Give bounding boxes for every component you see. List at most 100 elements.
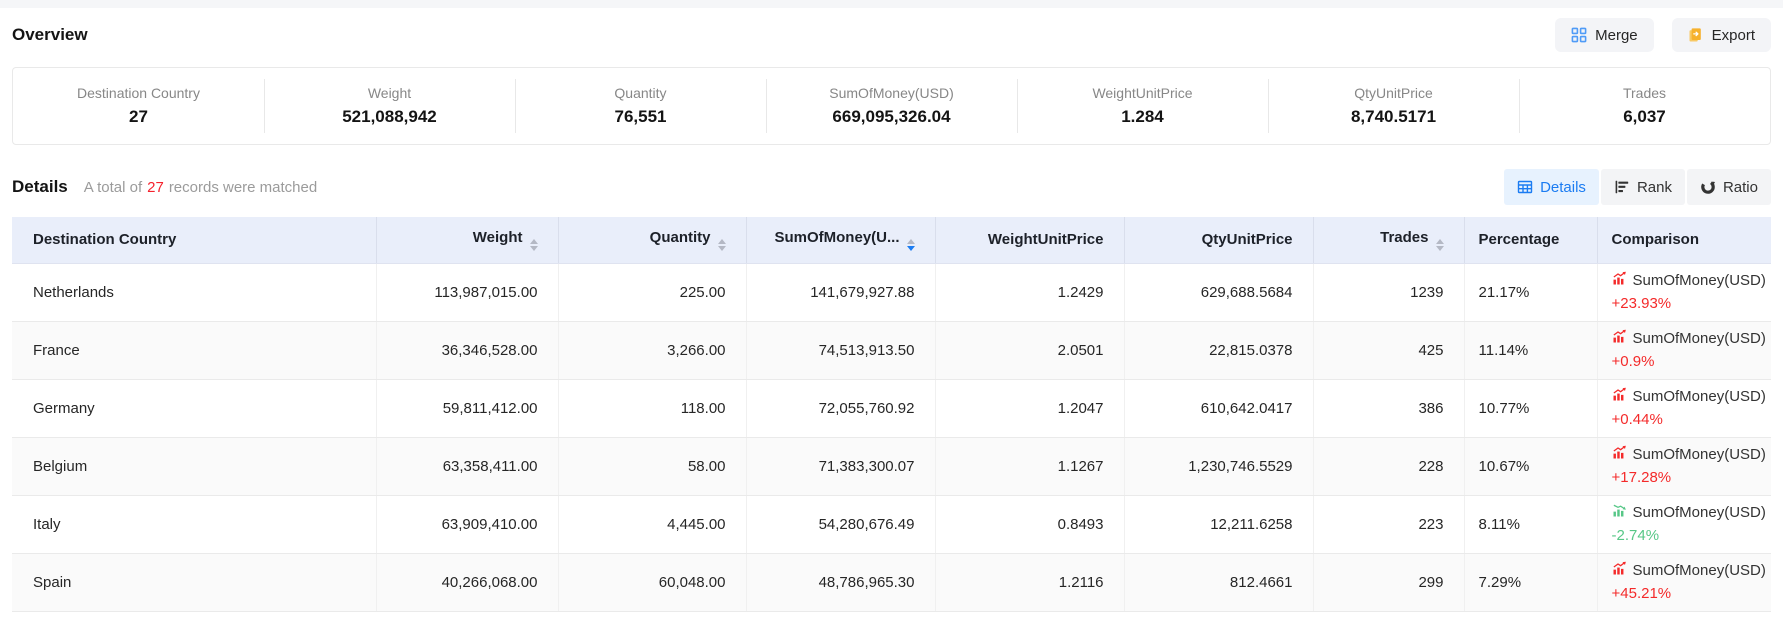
stat-sum-of-money: SumOfMoney(USD) 669,095,326.04 xyxy=(766,68,1017,144)
stat-value: 27 xyxy=(129,107,148,126)
cell-trades: 1239 xyxy=(1313,263,1465,322)
tab-label: Details xyxy=(1540,178,1586,196)
export-icon xyxy=(1688,27,1704,43)
cell-weight-unit-price: 2.0501 xyxy=(935,321,1125,380)
cell-quantity: 60,048.00 xyxy=(558,553,747,612)
table-row: France 36,346,528.00 3,266.00 74,513,913… xyxy=(12,321,1771,380)
cell-sum-of-money: 74,513,913.50 xyxy=(746,321,936,380)
trend-up-icon xyxy=(1612,329,1627,349)
stat-weight-unit-price: WeightUnitPrice 1.284 xyxy=(1017,68,1268,144)
comparison-trend[interactable]: SumOfMoney(USD) +45.21% xyxy=(1611,561,1766,603)
cell-comparison: SumOfMoney(USD) +0.44% xyxy=(1597,379,1771,438)
cell-trades: 223 xyxy=(1313,495,1465,554)
table-row: Netherlands 113,987,015.00 225.00 141,67… xyxy=(12,263,1771,322)
col-weight[interactable]: Weight xyxy=(376,217,559,264)
stat-label: Destination Country xyxy=(77,85,200,101)
cell-qty-unit-price: 610,642.0417 xyxy=(1124,379,1314,438)
cell-weight: 40,266,068.00 xyxy=(376,553,559,612)
merge-button[interactable]: Merge xyxy=(1555,18,1654,52)
page-header: Overview Merge Export xyxy=(0,8,1783,52)
tab-ratio[interactable]: Ratio xyxy=(1686,169,1771,205)
cell-percentage: 7.29% xyxy=(1464,553,1598,612)
col-sum-of-money[interactable]: SumOfMoney(U... xyxy=(746,217,936,264)
trend-down-icon xyxy=(1612,503,1627,523)
merge-icon xyxy=(1571,27,1587,43)
merge-button-label: Merge xyxy=(1595,26,1638,44)
cell-weight-unit-price: 1.2429 xyxy=(935,263,1125,322)
tab-label: Ratio xyxy=(1722,178,1758,196)
table-row: Italy 63,909,410.00 4,445.00 54,280,676.… xyxy=(12,495,1771,554)
table-row: Belgium 63,358,411.00 58.00 71,383,300.0… xyxy=(12,437,1771,496)
export-button-label: Export xyxy=(1711,26,1755,44)
cell-percentage: 21.17% xyxy=(1464,263,1598,322)
stat-value: 8,740.5171 xyxy=(1350,107,1437,126)
cell-weight-unit-price: 1.2047 xyxy=(935,379,1125,438)
export-button[interactable]: Export xyxy=(1671,18,1771,52)
sort-caret-icon xyxy=(717,238,726,251)
cell-qty-unit-price: 22,815.0378 xyxy=(1124,321,1314,380)
comparison-trend[interactable]: SumOfMoney(USD) +0.9% xyxy=(1611,329,1766,371)
tab-details[interactable]: Details xyxy=(1504,169,1599,205)
cell-quantity: 4,445.00 xyxy=(558,495,747,554)
view-tabs: Details Rank Ratio xyxy=(1504,169,1771,205)
comparison-metric-label: SumOfMoney(USD) xyxy=(1632,504,1766,521)
cell-country: Spain xyxy=(12,553,377,612)
details-table: Destination Country Weight Quantity SumO… xyxy=(12,217,1771,612)
cell-qty-unit-price: 1,230,746.5529 xyxy=(1124,437,1314,496)
comparison-trend[interactable]: SumOfMoney(USD) +23.93% xyxy=(1612,271,1766,313)
cell-weight-unit-price: 1.2116 xyxy=(935,553,1125,612)
comparison-trend[interactable]: SumOfMoney(USD) +0.44% xyxy=(1611,387,1766,429)
stat-destination-country: Destination Country 27 xyxy=(13,68,264,144)
stat-value: 1.284 xyxy=(1121,107,1164,126)
sort-caret-icon xyxy=(906,238,915,251)
stat-trades: Trades 6,037 xyxy=(1519,68,1770,144)
tab-label: Rank xyxy=(1636,178,1672,196)
cell-quantity: 3,266.00 xyxy=(558,321,747,380)
comparison-change-value: +0.44% xyxy=(1611,411,1663,428)
cell-comparison: SumOfMoney(USD) +0.9% xyxy=(1597,321,1771,380)
stat-label: WeightUnitPrice xyxy=(1092,85,1193,101)
cell-country: Belgium xyxy=(12,437,377,496)
cell-country: Italy xyxy=(12,495,377,554)
stat-value: 669,095,326.04 xyxy=(832,107,951,126)
cell-comparison: SumOfMoney(USD) +23.93% xyxy=(1597,263,1771,322)
cell-percentage: 11.14% xyxy=(1464,321,1598,380)
cell-sum-of-money: 48,786,965.30 xyxy=(746,553,936,612)
trend-up-icon xyxy=(1612,387,1627,407)
stat-value: 6,037 xyxy=(1623,107,1666,126)
details-bar: Details A total of 27 records were matched… xyxy=(12,169,1771,205)
comparison-trend[interactable]: SumOfMoney(USD) +17.28% xyxy=(1612,445,1766,487)
col-quantity[interactable]: Quantity xyxy=(558,217,747,264)
col-percentage: Percentage xyxy=(1464,217,1598,264)
col-weight-unit-price: WeightUnitPrice xyxy=(935,217,1125,264)
cell-sum-of-money: 141,679,927.88 xyxy=(746,263,936,322)
cell-percentage: 10.67% xyxy=(1464,437,1598,496)
cell-comparison: SumOfMoney(USD) -2.74% xyxy=(1597,495,1771,554)
comparison-trend[interactable]: SumOfMoney(USD) -2.74% xyxy=(1612,503,1766,545)
cell-country: Germany xyxy=(12,379,377,438)
comparison-metric-label: SumOfMoney(USD) xyxy=(1632,446,1766,463)
stat-weight: Weight 521,088,942 xyxy=(264,68,515,144)
cell-weight-unit-price: 0.8493 xyxy=(935,495,1125,554)
comparison-change-value: +0.9% xyxy=(1611,353,1655,370)
cell-country: Netherlands xyxy=(12,263,377,322)
cell-weight: 63,909,410.00 xyxy=(376,495,559,554)
overview-stats-card: Destination Country 27 Weight 521,088,94… xyxy=(12,67,1771,145)
stat-quantity: Quantity 76,551 xyxy=(515,68,766,144)
cell-qty-unit-price: 812.4661 xyxy=(1124,553,1314,612)
cell-quantity: 58.00 xyxy=(558,437,747,496)
cell-trades: 386 xyxy=(1313,379,1465,438)
cell-percentage: 10.77% xyxy=(1464,379,1598,438)
stat-label: Trades xyxy=(1622,85,1667,101)
col-destination-country: Destination Country xyxy=(12,217,377,264)
cell-qty-unit-price: 629,688.5684 xyxy=(1124,263,1314,322)
comparison-metric-label: SumOfMoney(USD) xyxy=(1632,330,1766,347)
sort-caret-icon xyxy=(529,238,538,251)
stat-label: Quantity xyxy=(614,85,667,101)
col-qty-unit-price: QtyUnitPrice xyxy=(1124,217,1314,264)
comparison-change-value: +45.21% xyxy=(1611,585,1672,602)
col-trades[interactable]: Trades xyxy=(1313,217,1465,264)
trend-up-icon xyxy=(1612,445,1627,465)
tab-rank[interactable]: Rank xyxy=(1600,169,1685,205)
table-row: Spain 40,266,068.00 60,048.00 48,786,965… xyxy=(12,553,1771,612)
